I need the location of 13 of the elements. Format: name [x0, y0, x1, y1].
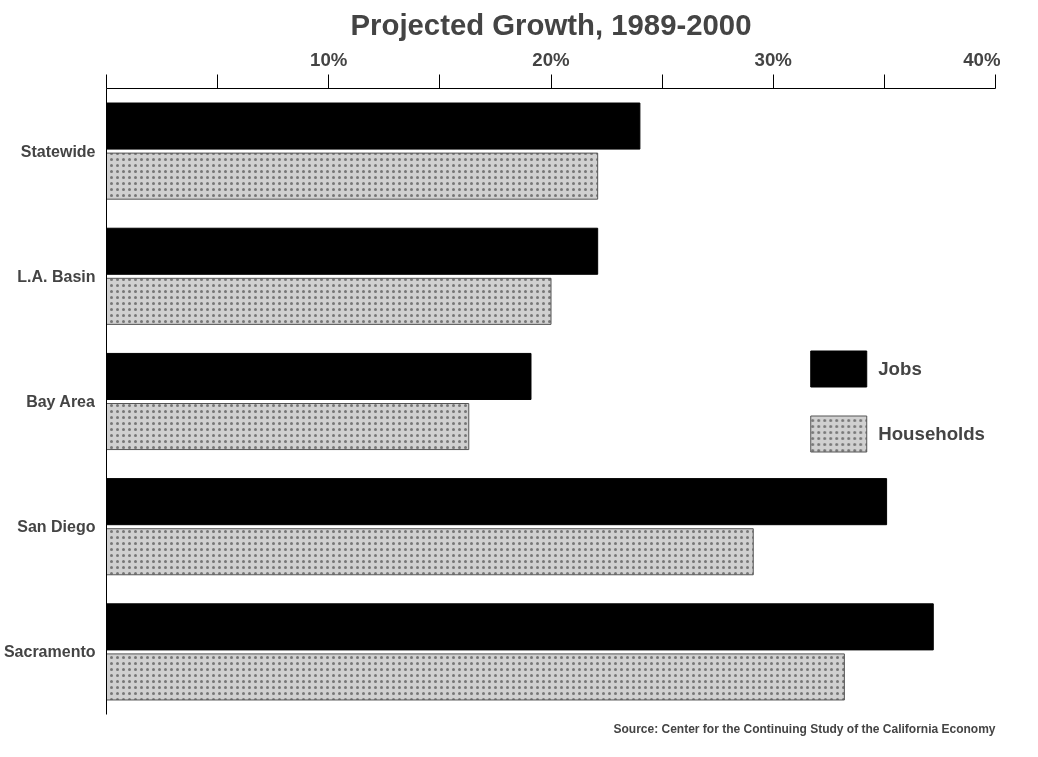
y-tick-label: Bay Area [26, 393, 96, 410]
x-tick-label: 20% [532, 48, 571, 70]
y-tick-label: L.A. Basin [17, 267, 96, 285]
legend-label: Jobs [878, 357, 922, 380]
chart-title: Projected Growth, 1989-2000 [350, 7, 752, 41]
x-tick-label: 30% [754, 48, 793, 70]
y-tick-label: Sacramento [3, 643, 96, 661]
x-tick-label: 10% [310, 48, 348, 70]
y-tick-label: Statewide [20, 142, 96, 160]
x-tick-label: 40% [963, 48, 1001, 70]
legend-label: Households [878, 422, 985, 445]
y-tick-label: San Diego [17, 518, 96, 536]
source-note: Source: Center for the Continuing Study of the California Economy [613, 721, 996, 736]
